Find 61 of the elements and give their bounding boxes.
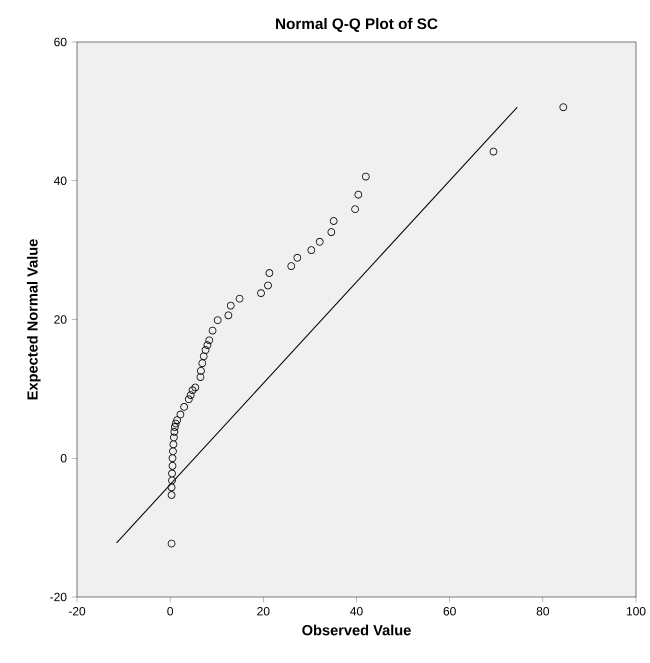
- point: [168, 447, 177, 456]
- point: [354, 190, 362, 198]
- point: [168, 491, 176, 499]
- x-tick-label: 80: [536, 607, 549, 616]
- point: [256, 289, 265, 297]
- point: [168, 454, 176, 462]
- point: [168, 540, 176, 548]
- point: [202, 346, 210, 354]
- point: [168, 470, 176, 478]
- point: [489, 148, 498, 156]
- point: [170, 423, 178, 431]
- point: [205, 336, 213, 344]
- x-tick-label: 60: [443, 607, 456, 616]
- point: [170, 434, 178, 442]
- y-tick-label: 60: [54, 38, 66, 46]
- y-tick-label: 40: [54, 176, 66, 185]
- point: [180, 403, 188, 411]
- point: [170, 428, 178, 436]
- point: [236, 294, 244, 303]
- x-tick-label: 100: [626, 607, 646, 616]
- point: [214, 316, 222, 324]
- point: [224, 311, 232, 320]
- point: [196, 366, 205, 375]
- point: [196, 373, 204, 381]
- point: [168, 484, 176, 492]
- point: [176, 410, 184, 418]
- point: [203, 341, 212, 350]
- point: [173, 416, 181, 424]
- point: [293, 254, 302, 262]
- x-tick-label: 40: [350, 607, 362, 616]
- point: [169, 440, 178, 448]
- point: [208, 326, 216, 334]
- point: [168, 476, 176, 484]
- x-tick-label: 0: [167, 607, 173, 616]
- point: [188, 386, 196, 394]
- point: [172, 420, 180, 428]
- y-tick-label: 0: [60, 454, 66, 462]
- point: [559, 103, 568, 112]
- point: [200, 352, 208, 360]
- point: [330, 217, 338, 225]
- point: [184, 395, 192, 404]
- point: [327, 228, 336, 236]
- point: [191, 384, 199, 392]
- point: [168, 462, 176, 470]
- chart-title: Normal Q-Q Plot of SC: [276, 18, 438, 32]
- y-tick-label: 20: [54, 315, 66, 324]
- point: [351, 205, 359, 214]
- point: [226, 302, 234, 310]
- point: [307, 246, 315, 254]
- point: [316, 238, 324, 246]
- x-tick-label: -20: [68, 607, 85, 616]
- y-axis-title: Expected Normal Value: [26, 239, 40, 400]
- x-axis-title: Observed Value: [302, 624, 411, 636]
- point: [287, 262, 295, 270]
- point: [198, 359, 206, 368]
- point: [265, 269, 274, 277]
- y-tick-label: -20: [50, 592, 66, 602]
- x-tick-label: 20: [257, 607, 270, 616]
- point: [264, 282, 272, 290]
- point: [362, 172, 370, 180]
- point: [186, 391, 194, 399]
